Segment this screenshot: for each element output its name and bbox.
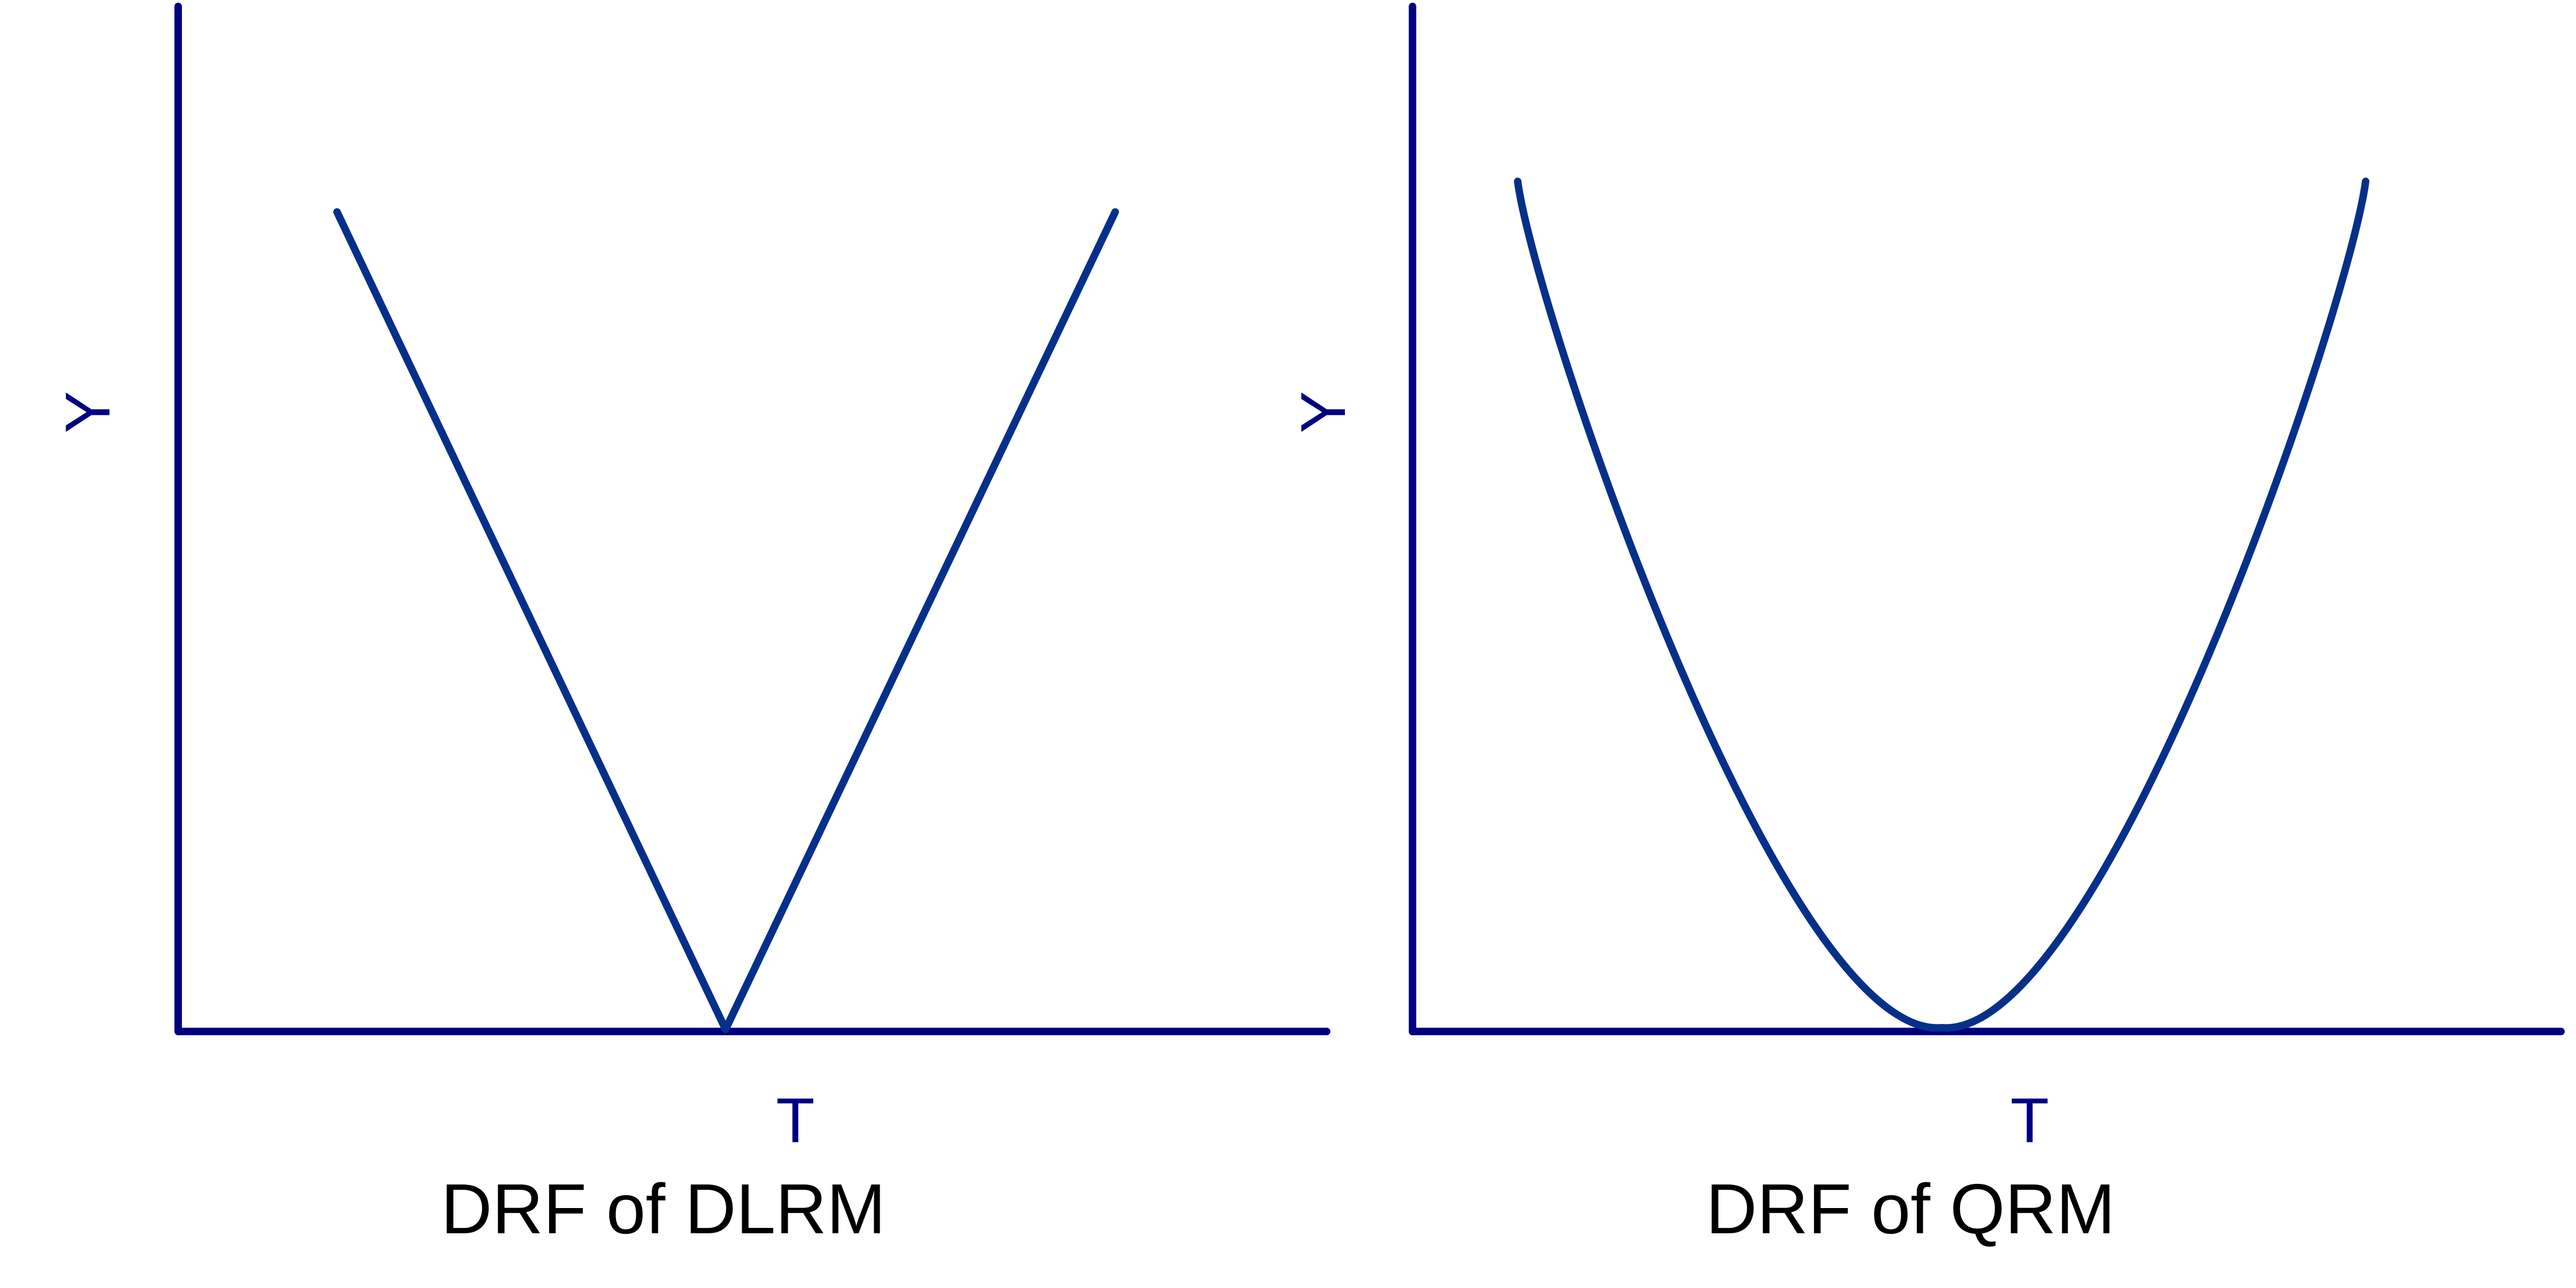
panel-caption-qrm: DRF of QRM [1706,1169,2116,1248]
x-axis-label-qrm: T [2010,1085,2049,1156]
y-axis-label-qrm: Y [1288,391,1359,434]
panel-dlrm: Y T DRF of DLRM [53,3,1330,1248]
x-axis-label-dlrm: T [776,1085,815,1156]
v-shaped-curve-dlrm [333,208,1119,1033]
panel-caption-dlrm: DRF of DLRM [441,1169,886,1248]
u-shaped-curve-qrm [1514,178,2369,1032]
y-axis-label-dlrm: Y [53,391,123,434]
panel-qrm: Y T DRF of QRM [1288,3,2565,1248]
